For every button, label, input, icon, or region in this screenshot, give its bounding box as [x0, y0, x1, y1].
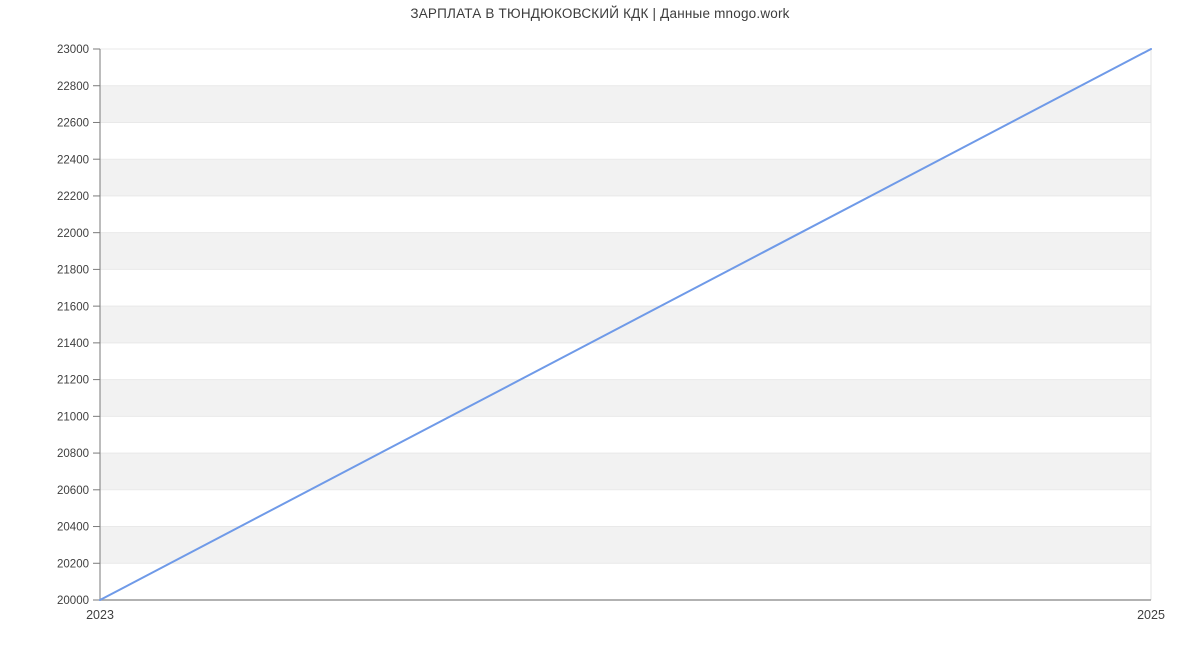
plot-band — [100, 232, 1151, 270]
y-tick-label: 21400 — [57, 338, 89, 350]
x-tick-label: 2025 — [1137, 608, 1165, 622]
plot-band — [100, 85, 1151, 123]
y-tick-label: 22200 — [57, 191, 89, 203]
plot-band — [100, 526, 1151, 564]
plot-band — [100, 379, 1151, 417]
y-tick-label: 22400 — [57, 154, 89, 166]
y-tick-label: 20600 — [57, 485, 89, 497]
y-tick-label: 20800 — [57, 448, 89, 460]
series-line[interactable] — [99, 48, 1152, 601]
y-tick-label: 21600 — [57, 301, 89, 313]
y-tick-label: 22600 — [57, 118, 89, 130]
y-tick-label: 23000 — [57, 44, 89, 56]
plot-band — [100, 453, 1151, 490]
chart-title: ЗАРПЛАТА В ТЮНДЮКОВСКИЙ КДК | Данные mno… — [410, 6, 790, 21]
x-tick-label: 2023 — [86, 608, 114, 622]
y-tick-label: 20200 — [57, 558, 89, 570]
y-tick-label: 22800 — [57, 81, 89, 93]
y-tick-label: 20000 — [57, 595, 89, 607]
y-tick-label: 21800 — [57, 265, 89, 277]
y-tick-label: 22000 — [57, 228, 89, 240]
y-tick-label: 21000 — [57, 411, 89, 423]
y-tick-label: 20400 — [57, 522, 89, 534]
y-tick-label: 21200 — [57, 375, 89, 387]
plot-band — [100, 159, 1151, 196]
